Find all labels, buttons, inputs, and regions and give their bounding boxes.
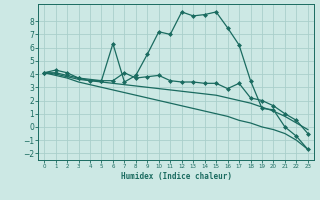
X-axis label: Humidex (Indice chaleur): Humidex (Indice chaleur): [121, 172, 231, 181]
